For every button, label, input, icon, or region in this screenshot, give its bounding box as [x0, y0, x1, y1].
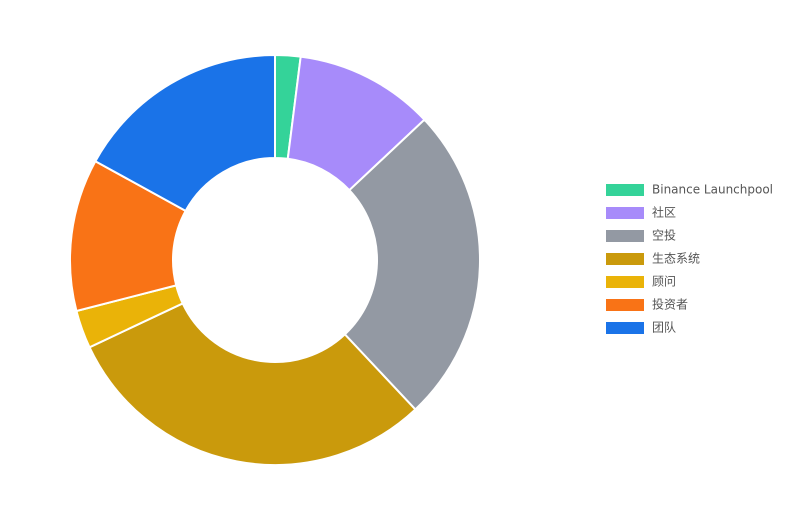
legend-label: 空投	[652, 228, 676, 243]
legend-label: 生态系统	[652, 252, 700, 266]
legend-swatch	[606, 322, 644, 334]
legend-label: 顾问	[652, 275, 676, 289]
legend-label: 社区	[652, 205, 676, 220]
donut-slice	[343, 118, 481, 411]
legend-swatch	[606, 207, 644, 219]
legend-swatch	[606, 299, 644, 311]
legend-label: Binance Launchpool	[652, 183, 773, 197]
legend-swatch	[606, 253, 644, 265]
legend-swatch	[606, 230, 644, 242]
legend-label: 团队	[652, 320, 676, 335]
legend-label: 投资者	[652, 297, 688, 312]
donut-slice	[88, 302, 417, 466]
legend-swatch	[606, 276, 644, 288]
legend-swatch	[606, 184, 644, 196]
donut-slice	[93, 53, 276, 213]
